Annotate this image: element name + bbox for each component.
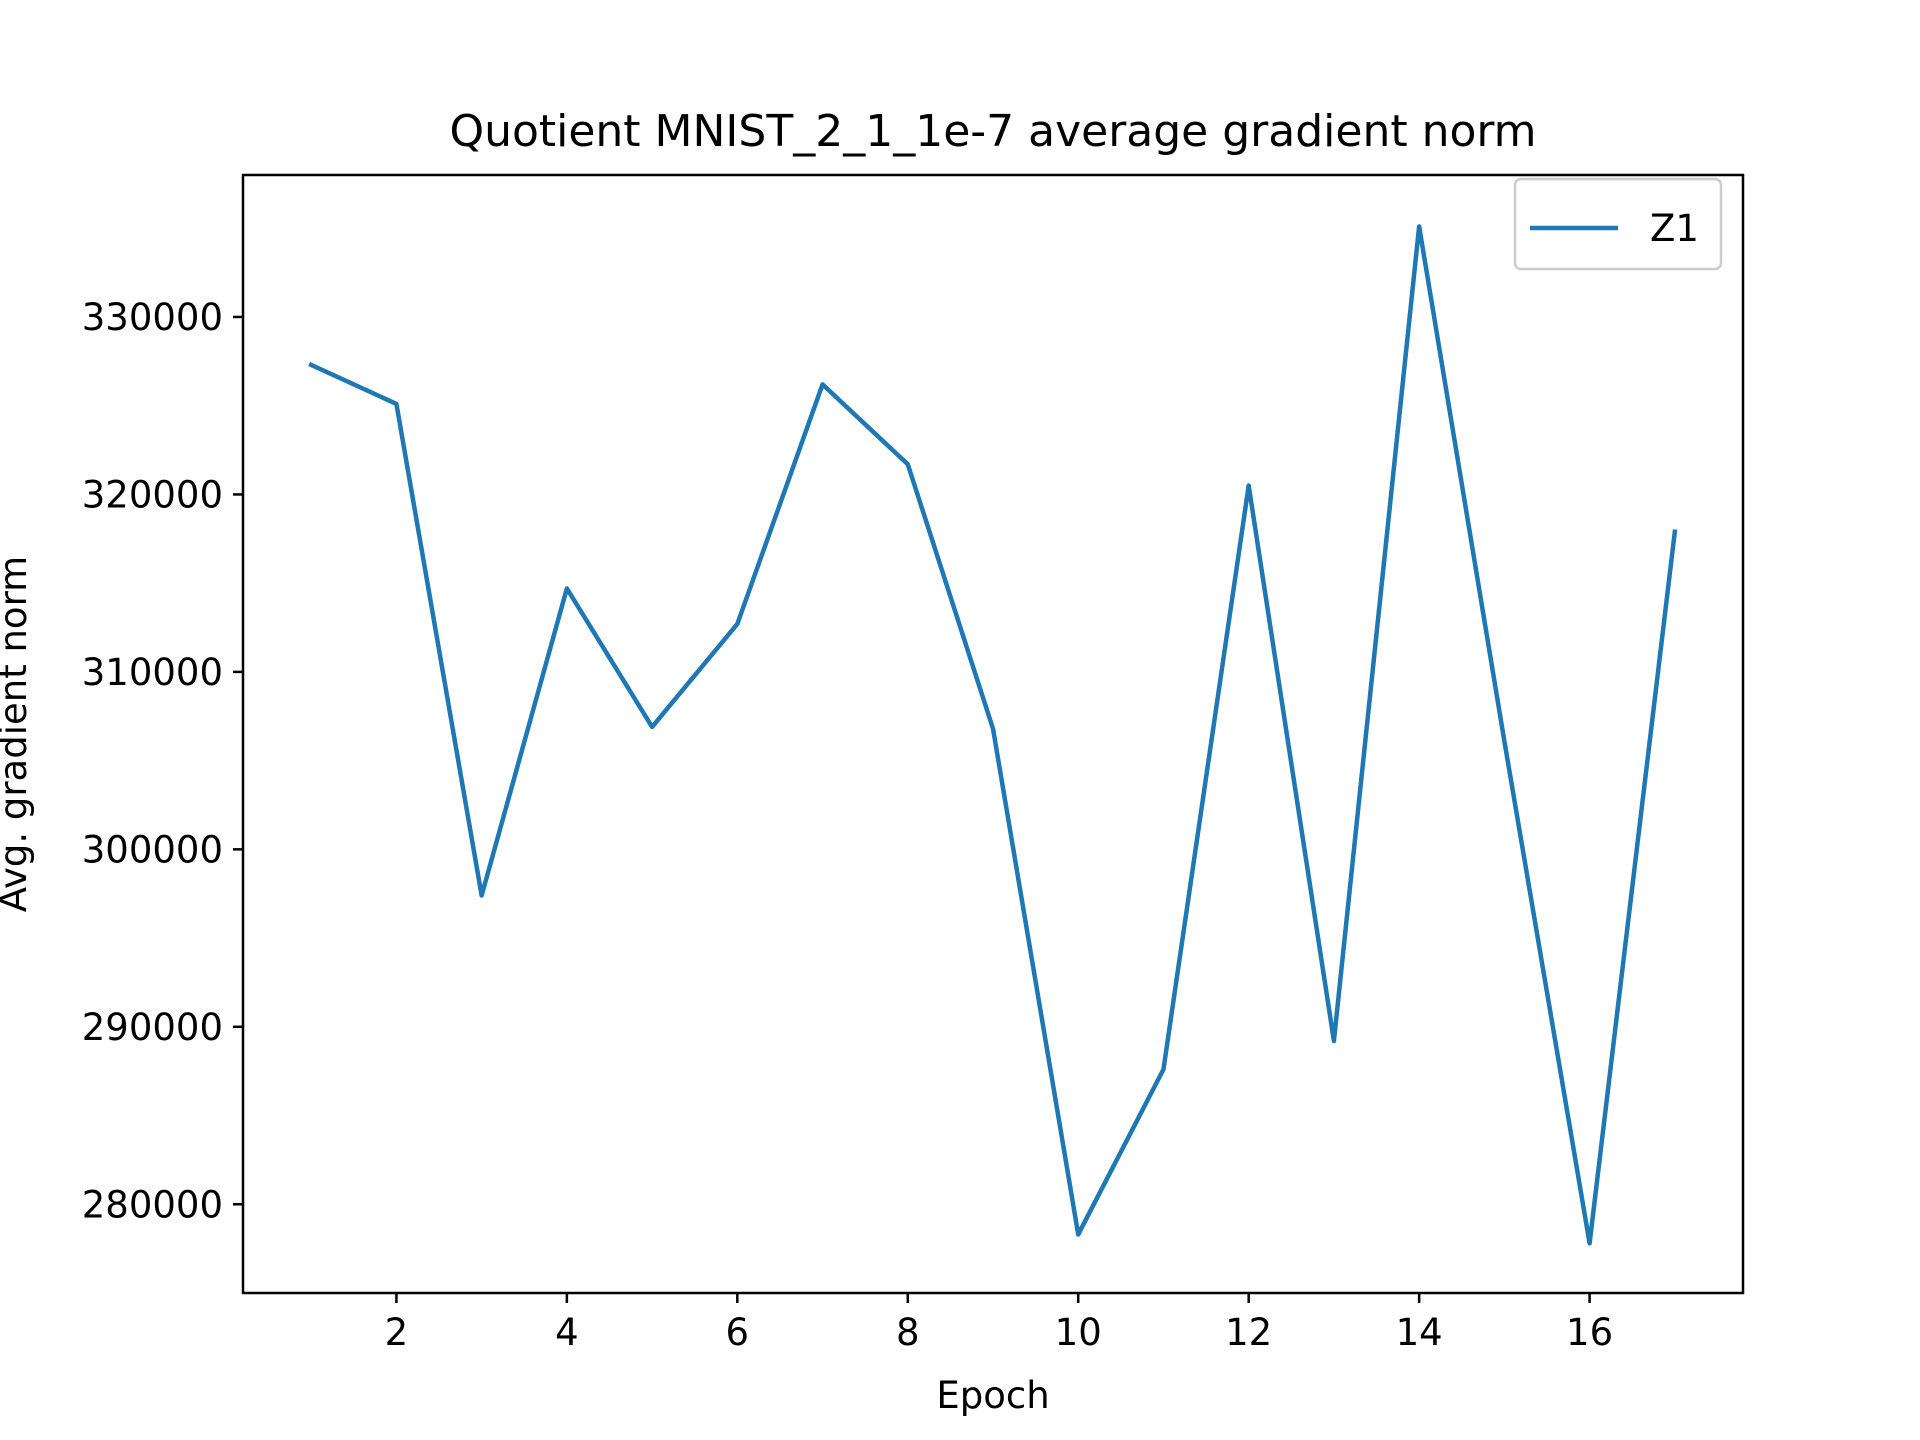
data-point xyxy=(907,463,909,465)
y-tick-label: 300000 xyxy=(82,828,223,871)
data-point xyxy=(310,364,312,366)
data-point xyxy=(395,403,397,405)
data-point xyxy=(736,623,738,625)
data-point xyxy=(1248,485,1250,487)
y-tick-label: 320000 xyxy=(82,473,223,516)
data-point xyxy=(1418,225,1420,227)
data-point xyxy=(481,894,483,896)
legend: Z1 xyxy=(1513,177,1723,271)
x-tick-label: 12 xyxy=(1225,1311,1272,1354)
x-tick-label: 8 xyxy=(896,1311,920,1354)
legend-frame xyxy=(1513,177,1723,271)
data-point xyxy=(1077,1233,1079,1235)
x-axis-ticks: 2 4 6 8 10 12 14 16 xyxy=(385,1293,1613,1354)
data-point xyxy=(1503,740,1505,742)
y-tick-label: 290000 xyxy=(82,1006,223,1049)
data-point xyxy=(651,726,653,728)
series-layer xyxy=(308,224,1678,1246)
data-point xyxy=(566,587,568,589)
plot-area-frame xyxy=(241,173,1745,1295)
y-axis-ticks: 280000 290000 300000 310000 320000 330000 xyxy=(82,296,243,1226)
y-tick-label: 310000 xyxy=(82,651,223,694)
x-axis-label: Epoch xyxy=(936,1374,1049,1417)
data-point xyxy=(1162,1068,1164,1070)
data-point xyxy=(1333,1040,1335,1042)
data-point xyxy=(1674,531,1676,533)
x-tick-label: 2 xyxy=(385,1311,409,1354)
legend-label-z1: Z1 xyxy=(1650,207,1699,250)
x-tick-label: 6 xyxy=(726,1311,750,1354)
y-axis-label: Avg. gradient norm xyxy=(0,556,35,912)
y-tick-label: 330000 xyxy=(82,296,223,339)
x-tick-label: 4 xyxy=(555,1311,579,1354)
data-point xyxy=(1589,1242,1591,1244)
chart-title: Quotient MNIST_2_1_1e-7 average gradient… xyxy=(449,106,1536,157)
data-point xyxy=(992,728,994,730)
y-tick-label: 280000 xyxy=(82,1183,223,1226)
data-point xyxy=(822,383,824,385)
x-tick-label: 10 xyxy=(1055,1311,1102,1354)
x-tick-label: 16 xyxy=(1566,1311,1613,1354)
x-tick-label: 14 xyxy=(1396,1311,1443,1354)
